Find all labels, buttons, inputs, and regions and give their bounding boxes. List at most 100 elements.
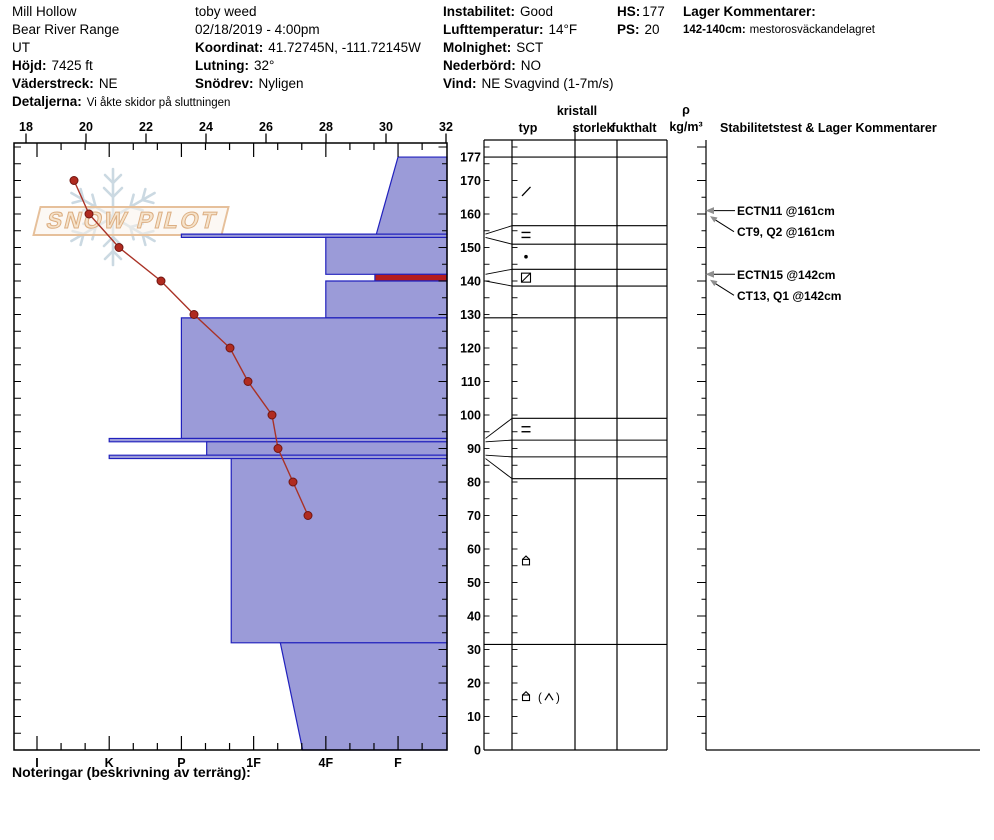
observation-datetime: 02/18/2019 - 4:00pm	[195, 22, 320, 37]
instability-label: Instabilitet:	[443, 4, 516, 19]
temp-point	[189, 310, 199, 319]
notes-heading: Noteringar (beskrivning av terräng):	[12, 764, 251, 780]
depth-tick-label: 10	[467, 710, 481, 724]
chart-border	[13, 142, 448, 751]
stability-test-label: ECTN15 @142cm	[737, 268, 835, 282]
depth-tick-label: 100	[460, 409, 481, 423]
grain-symbol-dot	[524, 254, 528, 259]
coordinates-label: Koordinat:	[195, 40, 264, 55]
temp-tick-label: 32	[439, 120, 453, 134]
temp-point	[114, 243, 124, 252]
hardness-tick-label: 1F	[246, 756, 261, 770]
layer-bar	[180, 317, 448, 440]
grain-symbol-paren: )	[556, 693, 560, 705]
column-header-stability: Stabilitetstest & Lager Kommentarer	[720, 121, 937, 135]
layer-bar-flagged	[374, 273, 448, 282]
wind-value: NE Svagvind (1-7m/s)	[481, 76, 614, 91]
depth-tick-label: 50	[467, 576, 481, 590]
temp-tick-label: 22	[139, 120, 153, 134]
column-header-size: storlek	[572, 121, 614, 135]
depth-tick-label: 160	[460, 208, 481, 222]
hardness-tick-label: P	[177, 756, 185, 770]
stability-test-label: CT9, Q2 @161cm	[737, 225, 835, 239]
column-header-crystal: kristall	[556, 104, 598, 118]
hardness-layers	[108, 156, 448, 751]
depth-tick-label: 150	[460, 241, 481, 255]
total-depth-line: HS: 177	[617, 4, 665, 20]
depth-tick-label: 120	[460, 342, 481, 356]
precip-line: Nederbörd: NO	[443, 58, 541, 74]
layer-bar	[325, 236, 448, 275]
depth-tick-label: 0	[474, 744, 481, 758]
depth-tick-label: 140	[460, 275, 481, 289]
air-temp-label: Lufttemperatur:	[443, 22, 544, 37]
aspect-label: Väderstreck:	[12, 76, 94, 91]
column-header-density-unit: kg/m³	[669, 120, 703, 134]
depth-tick-label: 170	[460, 174, 481, 188]
total-depth-value: 177	[642, 4, 665, 19]
hardness-tick-label: F	[394, 756, 402, 770]
depth-tick-label: 70	[467, 509, 481, 523]
details-label: Detaljerna:	[12, 94, 82, 109]
depth-tick-label: 90	[467, 442, 481, 456]
temp-point	[267, 410, 277, 420]
wind-loading-value: Nyligen	[258, 76, 304, 91]
temp-point	[84, 209, 94, 219]
elevation-line: Höjd: 7425 ft	[12, 58, 93, 74]
grain-symbol-paren: (	[538, 693, 542, 705]
sky-cover-value: SCT	[516, 40, 544, 55]
slope-angle-line: Lutning: 32°	[195, 58, 274, 74]
aspect-line: Väderstreck: NE	[12, 76, 118, 92]
layer-bar	[325, 280, 448, 319]
depth-tick-label: 177	[460, 151, 481, 165]
details-line: Detaljerna: Vi åkte skidor på sluttningen	[12, 94, 230, 111]
layer-bar	[206, 441, 448, 456]
depth-tick-label: 60	[467, 543, 481, 557]
site-name: Mill Hollow	[12, 4, 77, 19]
elevation-value: 7425 ft	[51, 58, 93, 73]
wind-loading-label: Snödrev:	[195, 76, 254, 91]
instability-line: Instabilitet: Good	[443, 4, 553, 20]
slope-angle-value: 32°	[253, 58, 275, 73]
hardness-tick-label: K	[105, 756, 114, 770]
temp-point	[225, 343, 235, 353]
layer-comment-entry: 142-140cm: mestorosväckandelagret	[683, 22, 875, 38]
stability-test-label: ECTN11 @161cm	[737, 204, 835, 218]
hardness-tick-label: I	[35, 756, 38, 770]
layer-comment-depth: 142-140cm:	[683, 24, 746, 36]
arrow-left-icon	[705, 207, 714, 215]
layer-comments-title: Lager Kommentarer:	[683, 4, 816, 19]
aspect-value: NE	[98, 76, 118, 91]
temp-point	[69, 176, 79, 185]
temp-tick-label: 18	[19, 120, 33, 134]
air-temp-line: Lufttemperatur: 14°F	[443, 22, 577, 38]
precip-label: Nederbörd:	[443, 58, 516, 73]
instability-value: Good	[520, 4, 554, 19]
column-header-density-symbol: ρ	[682, 103, 690, 117]
stability-annotations: ECTN11 @161cm CT9, Q2 @161cm ECTN15 @142cm…	[705, 204, 841, 303]
layer-bar	[375, 156, 448, 235]
depth-tick-label: 30	[467, 643, 481, 657]
observer-name: toby weed	[195, 4, 257, 19]
arrow-up-left-icon	[710, 216, 718, 223]
depth-tick-label: 130	[460, 308, 481, 322]
sky-cover-line: Molnighet: SCT	[443, 40, 543, 56]
arrow-left-icon	[705, 270, 714, 278]
temp-point	[156, 276, 166, 286]
wind-line: Vind: NE Svagvind (1-7m/s)	[443, 76, 614, 92]
column-header-type: typ	[518, 121, 538, 135]
sky-cover-label: Molnighet:	[443, 40, 512, 55]
temp-point	[303, 511, 313, 520]
temp-tick-label: 24	[199, 120, 213, 134]
temperature-profile	[69, 176, 313, 520]
coordinates-line: Koordinat: 41.72745N, -111.72145W	[195, 40, 421, 56]
depth-tick-label: 40	[467, 610, 481, 624]
chart-axes: 18 20 22 24 26 28 30 32 I K P 1F 4F F 177 170 160 150 140 1…	[13, 120, 481, 770]
slope-angle-label: Lutning:	[195, 58, 249, 73]
wind-loading-line: Snödrev: Nyligen	[195, 76, 304, 92]
layer-bar	[279, 642, 448, 751]
wind-label: Vind:	[443, 76, 477, 91]
arrow-up-left-icon	[710, 279, 718, 287]
